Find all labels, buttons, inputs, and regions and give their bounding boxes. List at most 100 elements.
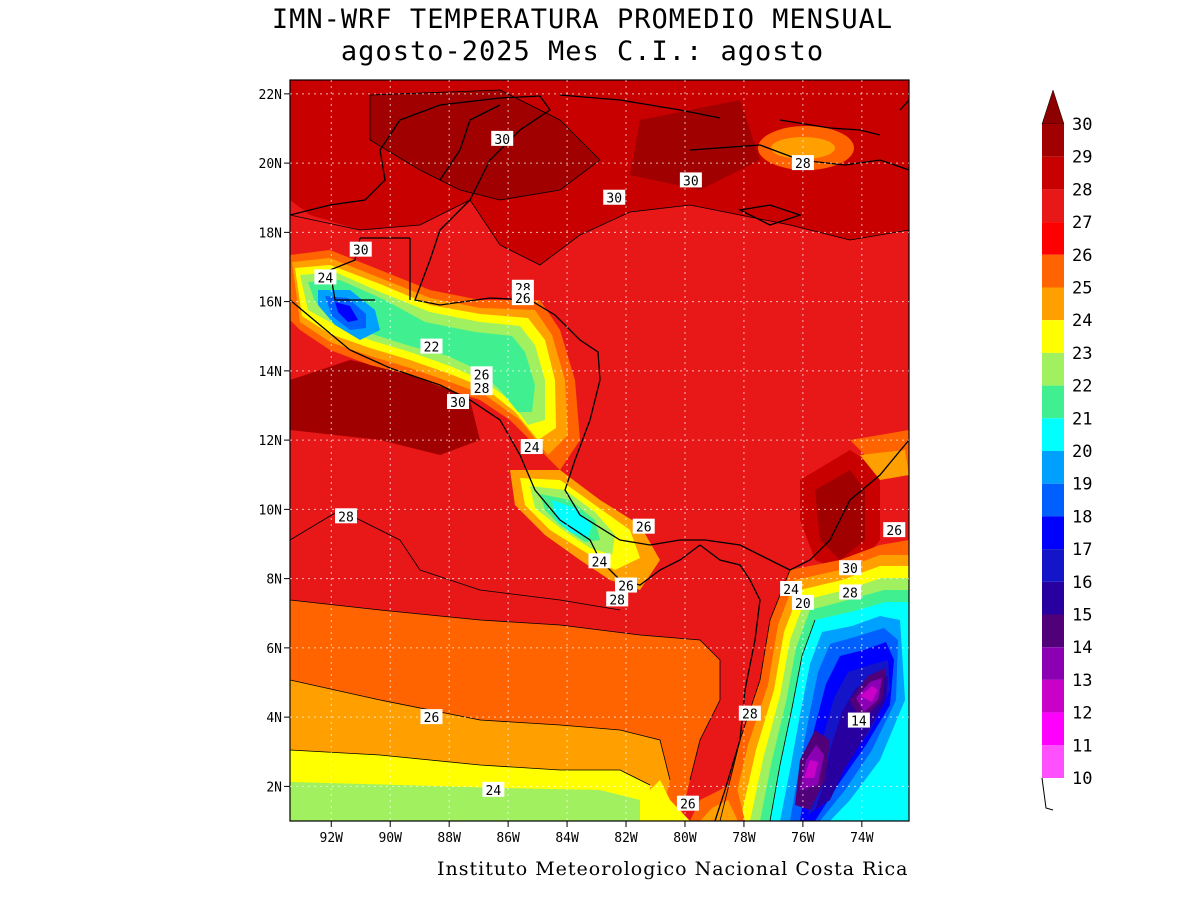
colorbar-label: 21: [1072, 409, 1092, 429]
contour-label: 26: [676, 795, 699, 813]
lon-tick-label: 76W: [791, 831, 815, 846]
lat-tick-label: 16N: [259, 296, 282, 311]
colorbar-swatch: [1042, 287, 1064, 321]
contour-label: 28: [470, 380, 493, 397]
contour-label: 30: [349, 241, 372, 259]
colorbar-label: 17: [1072, 540, 1092, 560]
colorbar-swatch: [1042, 385, 1064, 419]
colorbar-swatch: [1042, 549, 1064, 582]
contour-label: 30: [839, 560, 862, 577]
contour-label: 28: [606, 591, 629, 608]
institution-credit: Instituto Meteorologico Nacional Costa R…: [437, 858, 909, 880]
svg-text:30: 30: [353, 244, 369, 259]
svg-text:26: 26: [636, 521, 652, 536]
colorbar-swatch: [1042, 222, 1064, 255]
svg-text:26: 26: [474, 368, 490, 383]
svg-text:30: 30: [494, 133, 510, 148]
contour-label: 24: [520, 439, 543, 456]
lon-tick-label: 88W: [437, 831, 461, 846]
lat-tick-label: 14N: [259, 365, 282, 380]
contour-label: 30: [447, 394, 470, 411]
svg-text:30: 30: [606, 192, 622, 207]
svg-text:26: 26: [886, 524, 902, 539]
contour-label: 26: [632, 518, 655, 536]
svg-text:28: 28: [742, 708, 758, 723]
contour-label: 30: [603, 189, 626, 207]
region-temp-30-carib: [630, 100, 760, 190]
lon-tick-label: 90W: [378, 831, 402, 846]
contour-label: 14: [847, 712, 870, 730]
lat-tick-label: 20N: [259, 157, 282, 172]
svg-text:22: 22: [424, 341, 440, 356]
colorbar-label: 16: [1072, 573, 1092, 593]
lon-tick-label: 78W: [732, 831, 756, 846]
colorbar-label: 18: [1072, 507, 1092, 527]
svg-text:24: 24: [592, 555, 608, 570]
colorbar-swatch: [1042, 647, 1064, 680]
colorbar-label: 23: [1072, 344, 1092, 364]
contour-label: 24: [780, 581, 803, 598]
lat-tick-label: 4N: [266, 711, 282, 726]
svg-text:20: 20: [795, 597, 811, 612]
contour-label: 26: [420, 709, 443, 726]
colorbar-swatch: [1042, 156, 1064, 190]
svg-text:28: 28: [609, 593, 625, 608]
contour-label: 24: [314, 269, 337, 286]
colorbar-label: 11: [1072, 736, 1092, 756]
colorbar-swatch: [1042, 483, 1064, 517]
lat-tick-label: 22N: [259, 88, 282, 103]
svg-text:24: 24: [486, 784, 502, 799]
colorbar-label: 30: [1072, 115, 1092, 135]
svg-text:14: 14: [851, 715, 867, 730]
colorbar-swatch: [1042, 451, 1064, 484]
colorbar-label: 15: [1072, 606, 1092, 626]
colorbar-swatch: [1042, 712, 1064, 746]
lon-tick-label: 92W: [320, 831, 344, 846]
lon-tick-label: 86W: [496, 831, 520, 846]
colorbar-underflow-mark: [1041, 777, 1054, 811]
colorbar: 30 29 28 27 26 25 24 23 22 21 20 19 18 17 16 15 14 13 12 11…: [1041, 89, 1092, 811]
colorbar-label: 28: [1072, 180, 1092, 200]
svg-text:28: 28: [795, 157, 811, 172]
colorbar-label: 14: [1072, 638, 1092, 658]
region-temp-30-pacific: [290, 360, 480, 455]
lat-tick-label: 18N: [259, 226, 282, 241]
svg-text:26: 26: [424, 711, 440, 726]
colorbar-label: 13: [1072, 671, 1092, 691]
lat-tick-label: 8N: [266, 573, 282, 588]
colorbar-label: 25: [1072, 279, 1092, 299]
graticule: [290, 80, 909, 821]
contour-label: 20: [791, 594, 814, 612]
axis-ticks: 92W 90W 88W 86W 84W 82W 80W 78W 76W 74W 22N 20N 18N 1…: [259, 88, 874, 846]
colorbar-label: 26: [1072, 246, 1092, 266]
colorbar-swatch: [1042, 418, 1064, 451]
svg-text:30: 30: [683, 174, 699, 189]
region-temp-30-core: [370, 90, 600, 200]
contour-label: 22: [420, 338, 443, 356]
svg-text:26: 26: [618, 580, 634, 595]
colorbar-label: 22: [1072, 377, 1092, 397]
temperature-field: [290, 80, 909, 821]
contour-label: 24: [482, 781, 505, 799]
colorbar-swatch: [1042, 745, 1064, 778]
lat-tick-label: 2N: [266, 780, 282, 795]
contour-labels: 3030302830242826222628302428262426283028…: [314, 130, 906, 813]
lat-tick-label: 12N: [259, 434, 282, 449]
contour-label: 28: [738, 705, 761, 723]
lon-tick-label: 80W: [673, 831, 697, 846]
contour-label: 28: [335, 508, 358, 525]
colorbar-swatch: [1042, 320, 1064, 353]
svg-text:28: 28: [842, 586, 858, 601]
svg-text:24: 24: [318, 271, 334, 286]
lon-tick-label: 84W: [555, 831, 579, 846]
colorbar-overflow-arrow: [1041, 89, 1065, 125]
map-subtitle: agosto-2025 Mes C.I.: agosto: [340, 36, 825, 67]
coastlines: [290, 94, 909, 821]
colorbar-label: 24: [1072, 311, 1092, 331]
colorbar-swatch: [1042, 189, 1064, 223]
colorbar-swatch: [1042, 254, 1064, 288]
colorbar-swatch: [1042, 352, 1064, 386]
svg-text:24: 24: [783, 583, 799, 598]
colorbar-swatch: [1042, 124, 1064, 157]
colorbar-swatch: [1042, 679, 1064, 713]
